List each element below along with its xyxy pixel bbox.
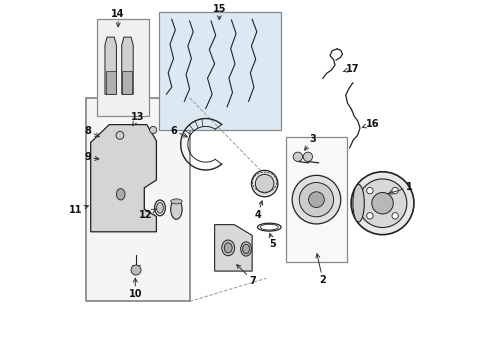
Bar [86,98,190,301]
Circle shape [367,187,373,194]
Circle shape [292,175,341,224]
Text: 5: 5 [269,234,276,249]
Circle shape [358,179,407,228]
Circle shape [117,134,123,141]
Text: 14: 14 [111,9,125,27]
Text: 15: 15 [213,4,226,20]
Bar [106,71,116,94]
Bar [100,156,104,162]
Ellipse shape [353,184,364,222]
Circle shape [372,193,393,214]
Circle shape [293,152,302,161]
Circle shape [351,172,414,235]
Bar [159,12,281,130]
Text: 7: 7 [237,265,256,286]
Ellipse shape [241,242,251,256]
Text: 12: 12 [139,209,156,220]
Text: 17: 17 [343,64,360,73]
Text: 10: 10 [128,278,142,298]
Bar [122,71,132,94]
Bar [286,137,347,262]
Text: 1: 1 [389,182,413,194]
Ellipse shape [157,203,163,213]
Circle shape [367,213,373,219]
Text: 13: 13 [131,112,145,126]
Ellipse shape [251,170,278,197]
Circle shape [116,131,124,139]
Ellipse shape [224,243,232,253]
Bar [116,173,144,216]
Bar [100,135,104,141]
Polygon shape [91,125,156,232]
Text: 9: 9 [84,153,99,162]
Circle shape [299,183,334,217]
Ellipse shape [171,199,182,219]
Circle shape [303,152,313,161]
Polygon shape [122,37,133,94]
Polygon shape [215,225,252,271]
Text: 6: 6 [170,126,187,137]
Text: 11: 11 [69,205,88,215]
Circle shape [124,55,131,61]
Ellipse shape [171,199,182,204]
Circle shape [309,192,324,207]
Text: 4: 4 [254,201,263,220]
Ellipse shape [255,174,274,193]
Circle shape [392,187,398,194]
Bar [97,19,148,116]
Text: 3: 3 [305,134,316,150]
Text: 8: 8 [84,126,99,137]
Circle shape [117,156,123,163]
Ellipse shape [117,189,125,200]
Text: 2: 2 [316,254,326,285]
Ellipse shape [222,240,235,256]
Polygon shape [105,37,117,94]
Text: 16: 16 [362,118,380,129]
Circle shape [392,213,398,219]
Circle shape [131,265,141,275]
Circle shape [107,55,114,61]
Circle shape [149,126,157,134]
Ellipse shape [243,244,249,253]
